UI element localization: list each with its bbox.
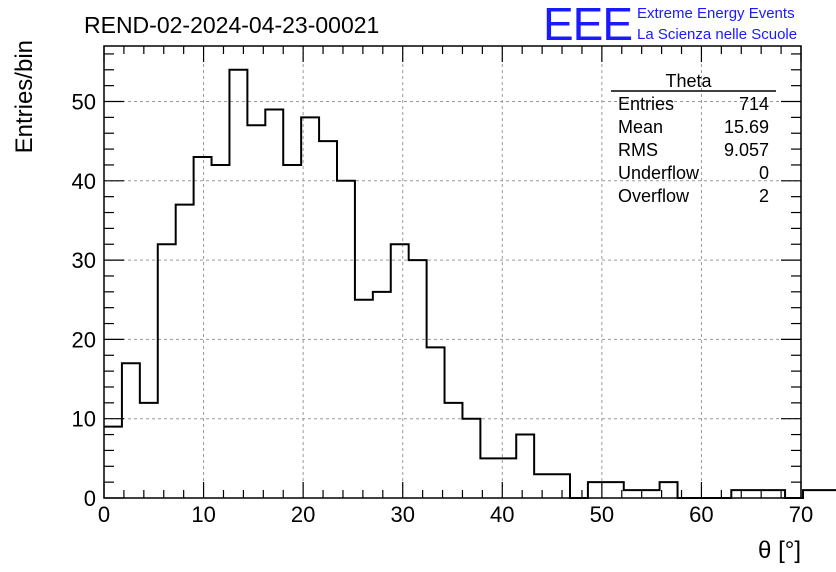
grid: [104, 46, 801, 498]
y-tick-label: 10: [72, 407, 96, 432]
chart-title: REND-02-2024-04-23-00021: [84, 12, 379, 38]
logo-eee-text: EEE: [543, 0, 632, 50]
stats-title: Theta: [665, 71, 712, 91]
logo-line-1: Extreme Energy Events: [637, 5, 795, 22]
x-tick-label: 70: [789, 502, 813, 527]
logo-line-2: La Scienza nelle Scuole: [637, 26, 797, 43]
y-axis-label: Entries/bin: [11, 40, 38, 153]
y-tick-label: 40: [72, 169, 96, 194]
axis-ticks: [103, 46, 802, 499]
stats-value: 9.057: [724, 140, 769, 160]
x-tick-label: 30: [390, 502, 414, 527]
stats-value: 0: [759, 163, 769, 183]
y-tick-label: 30: [72, 248, 96, 273]
stats-label: RMS: [618, 140, 658, 160]
stats-rows: Entries 714 Mean 15.69 RMS 9.057 Underflow 0 Ove…: [618, 94, 769, 206]
x-tick-label: 10: [191, 502, 215, 527]
stats-label: Overflow: [618, 186, 690, 206]
eee-logo: EEE Extreme Energy Events La Scienza nel…: [543, 0, 797, 50]
x-tick-label: 60: [689, 502, 713, 527]
x-axis-label: θ [°]: [758, 537, 801, 564]
x-tick-label: 0: [98, 502, 110, 527]
y-tick-label: 20: [72, 327, 96, 352]
stats-label: Underflow: [618, 163, 700, 183]
stats-value: 15.69: [724, 117, 769, 137]
y-tick-label: 50: [72, 90, 96, 115]
x-tick-label: 40: [490, 502, 514, 527]
stats-box: Theta Entries 714 Mean 15.69 RMS 9.057 Underfl…: [611, 71, 776, 206]
x-tick-label: 50: [590, 502, 614, 527]
stats-value: 714: [739, 94, 769, 114]
stats-label: Mean: [618, 117, 663, 137]
y-tick-label: 0: [84, 486, 96, 511]
stats-label: Entries: [618, 94, 674, 114]
plot-frame: [103, 45, 802, 499]
stats-value: 2: [759, 186, 769, 206]
x-tick-label: 20: [291, 502, 315, 527]
